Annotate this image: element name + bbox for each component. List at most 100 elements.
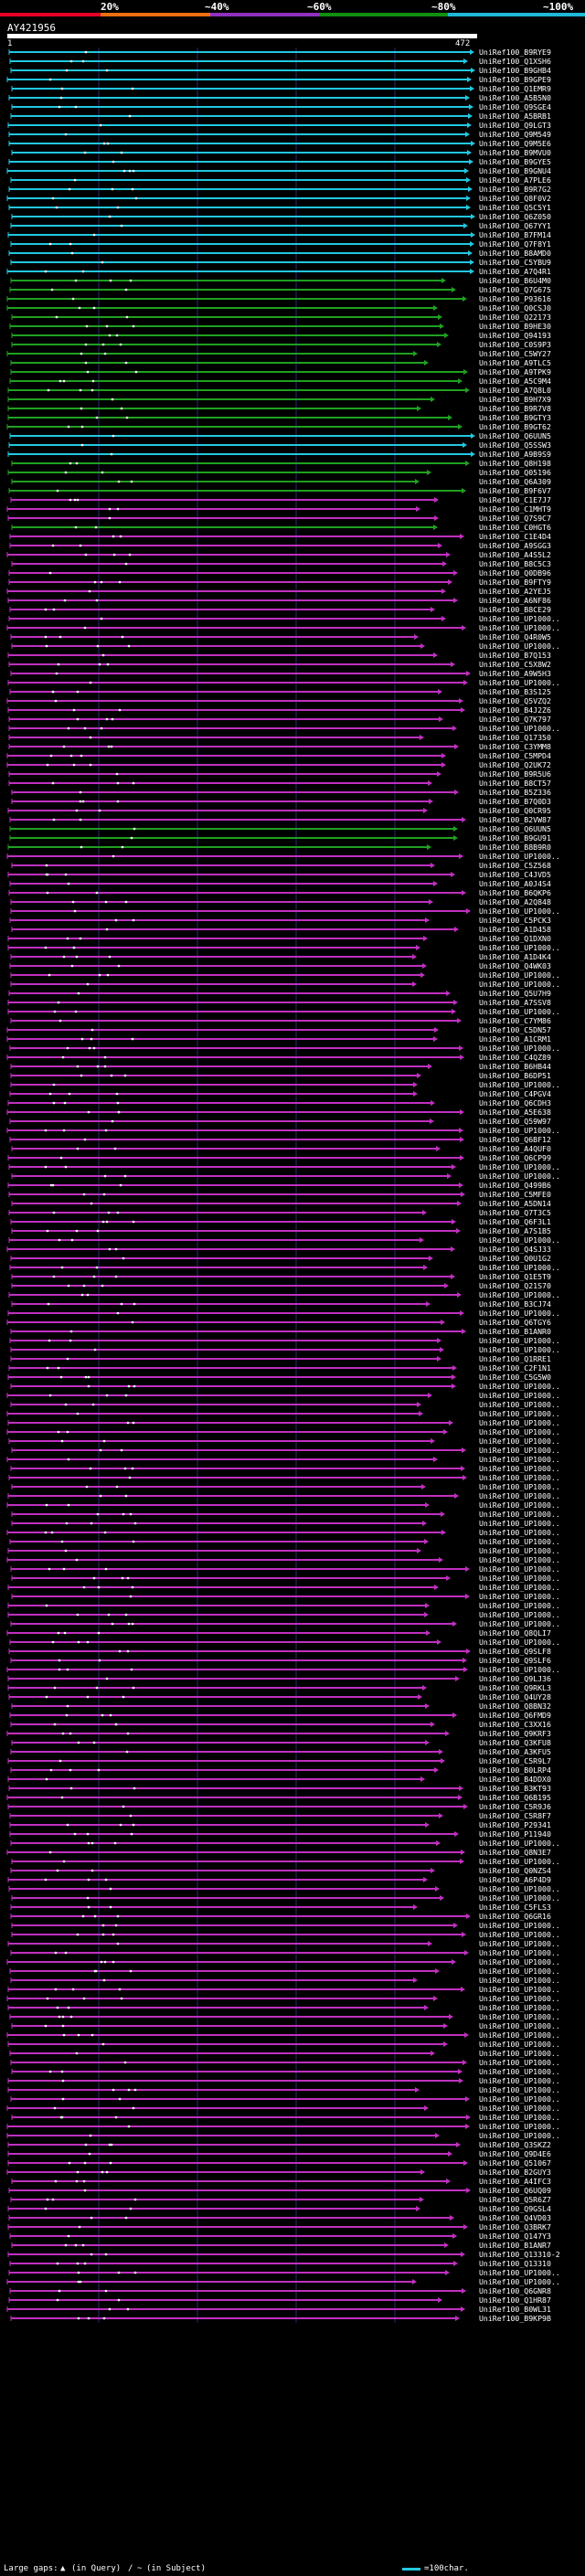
hit-label[interactable]: UniRef100_Q6UUN5 bbox=[479, 431, 551, 440]
hit-label[interactable]: UniRef100_B9GU91 bbox=[479, 833, 551, 843]
hit-label[interactable]: UniRef100_Q1EMR9 bbox=[479, 84, 551, 93]
hit-label[interactable]: UniRef100_UP1000.. bbox=[479, 2122, 560, 2131]
hit-label[interactable]: UniRef100_Q9RKL3 bbox=[479, 1683, 551, 1692]
hit-label[interactable]: UniRef100_B2GUY3 bbox=[479, 2168, 551, 2177]
hit-label[interactable]: UniRef100_P93616 bbox=[479, 294, 551, 303]
hit-label[interactable]: UniRef100_Q6F3L1 bbox=[479, 1217, 551, 1226]
hit-label[interactable]: UniRef100_B9GNU4 bbox=[479, 166, 551, 175]
hit-label[interactable]: UniRef100_B7Q0D3 bbox=[479, 797, 551, 806]
hit-label[interactable]: UniRef100_B0WL31 bbox=[479, 2305, 551, 2314]
hit-label[interactable]: UniRef100_B9RYE9 bbox=[479, 48, 551, 57]
hit-label[interactable]: UniRef100_B7FM14 bbox=[479, 230, 551, 239]
hit-label[interactable]: UniRef100_A7Q4R1 bbox=[479, 267, 551, 276]
hit-label[interactable]: UniRef100_C1MHT9 bbox=[479, 504, 551, 514]
hit-label[interactable]: UniRef100_A9SGG3 bbox=[479, 541, 551, 550]
hit-label[interactable]: UniRef100_Q8H198 bbox=[479, 459, 551, 468]
hit-label[interactable]: UniRef100_Q5U7H9 bbox=[479, 989, 551, 998]
hit-label[interactable]: UniRef100_Q6UQ09 bbox=[479, 2186, 551, 2195]
hit-label[interactable]: UniRef100_UP1000.. bbox=[479, 1345, 560, 1354]
hit-label[interactable]: UniRef100_P11940 bbox=[479, 1829, 551, 1839]
hit-label[interactable]: UniRef100_Q7K797 bbox=[479, 715, 551, 724]
hit-label[interactable]: UniRef100_Q9SLF8 bbox=[479, 1647, 551, 1656]
hit-label[interactable]: UniRef100_A0J4S4 bbox=[479, 879, 551, 888]
hit-label[interactable]: UniRef100_B4DDX0 bbox=[479, 1775, 551, 1784]
hit-label[interactable]: UniRef100_B6U4M0 bbox=[479, 276, 551, 285]
hit-label[interactable]: UniRef100_UP1000.. bbox=[479, 1519, 560, 1528]
hit-label[interactable]: UniRef100_Q3SKZ2 bbox=[479, 2140, 551, 2149]
hit-label[interactable]: UniRef100_Q6A309 bbox=[479, 477, 551, 486]
hit-label[interactable]: UniRef100_UP1000.. bbox=[479, 1510, 560, 1519]
hit-label[interactable]: UniRef100_UP1000.. bbox=[479, 1976, 560, 1985]
hit-label[interactable]: UniRef100_B3CJ74 bbox=[479, 1299, 551, 1309]
hit-label[interactable]: UniRef100_UP1000.. bbox=[479, 1619, 560, 1628]
hit-label[interactable]: UniRef100_B6HB44 bbox=[479, 1062, 551, 1071]
hit-label[interactable]: UniRef100_UP1000.. bbox=[479, 1446, 560, 1455]
hit-label[interactable]: UniRef100_C4PGV4 bbox=[479, 1089, 551, 1098]
hit-label[interactable]: UniRef100_Q0CSJ0 bbox=[479, 303, 551, 313]
hit-label[interactable]: UniRef100_UP1000.. bbox=[479, 1893, 560, 1903]
hit-label[interactable]: UniRef100_Q4SJ33 bbox=[479, 1245, 551, 1254]
hit-label[interactable]: UniRef100_A5DN14 bbox=[479, 1199, 551, 1208]
hit-label[interactable]: UniRef100_B6QKP6 bbox=[479, 888, 551, 897]
hit-label[interactable]: UniRef100_UP1000.. bbox=[479, 1391, 560, 1400]
hit-label[interactable]: UniRef100_Q22173 bbox=[479, 313, 551, 322]
hit-label[interactable]: UniRef100_UP1000.. bbox=[479, 1638, 560, 1647]
hit-label[interactable]: UniRef100_Q6CP99 bbox=[479, 1153, 551, 1162]
hit-label[interactable]: UniRef100_Q6B195 bbox=[479, 1793, 551, 1802]
hit-label[interactable]: UniRef100_UP1000.. bbox=[479, 1080, 560, 1089]
hit-label[interactable]: UniRef100_B8CT57 bbox=[479, 779, 551, 788]
hit-label[interactable]: UniRef100_Q9D4E6 bbox=[479, 2149, 551, 2158]
hit-label[interactable]: UniRef100_A9TLC5 bbox=[479, 358, 551, 367]
hit-label[interactable]: UniRef100_Q6Z050 bbox=[479, 212, 551, 221]
hit-label[interactable]: UniRef100_B1ANR7 bbox=[479, 2241, 551, 2250]
hit-label[interactable]: UniRef100_UP1000.. bbox=[479, 2277, 560, 2286]
hit-label[interactable]: UniRef100_UP1000.. bbox=[479, 641, 560, 651]
hit-label[interactable]: UniRef100_C5X8W2 bbox=[479, 660, 551, 669]
hit-label[interactable]: UniRef100_C0HGT6 bbox=[479, 523, 551, 532]
hit-label[interactable]: UniRef100_A6P4D9 bbox=[479, 1875, 551, 1884]
hit-label[interactable]: UniRef100_Q6FMD9 bbox=[479, 1711, 551, 1720]
hit-label[interactable]: UniRef100_Q9SGE4 bbox=[479, 102, 551, 111]
hit-label[interactable]: UniRef100_UP1000.. bbox=[479, 1948, 560, 1957]
hit-label[interactable]: UniRef100_UP1000.. bbox=[479, 1857, 560, 1866]
hit-label[interactable]: UniRef100_C5MFE0 bbox=[479, 1190, 551, 1199]
hit-label[interactable]: UniRef100_C5G5W0 bbox=[479, 1373, 551, 1382]
hit-label[interactable]: UniRef100_UP1000.. bbox=[479, 1583, 560, 1592]
hit-label[interactable]: UniRef100_UP1000.. bbox=[479, 852, 560, 861]
hit-label[interactable]: UniRef100_Q8N3E7 bbox=[479, 1848, 551, 1857]
hit-label[interactable]: UniRef100_C5PCK3 bbox=[479, 916, 551, 925]
hit-label[interactable]: UniRef100_B9GT62 bbox=[479, 422, 551, 431]
hit-label[interactable]: UniRef100_B8AMD0 bbox=[479, 249, 551, 258]
hit-label[interactable]: UniRef100_UP1000.. bbox=[479, 1044, 560, 1053]
hit-label[interactable]: UniRef100_UP1000.. bbox=[479, 980, 560, 989]
hit-label[interactable]: UniRef100_C7YM86 bbox=[479, 1016, 551, 1025]
hit-label[interactable]: UniRef100_C2F1N1 bbox=[479, 1363, 551, 1373]
hit-label[interactable]: UniRef100_UP1000.. bbox=[479, 2067, 560, 2076]
hit-label[interactable]: UniRef100_Q3KFU8 bbox=[479, 1738, 551, 1747]
hit-label[interactable]: UniRef100_B9HE30 bbox=[479, 322, 551, 331]
hit-label[interactable]: UniRef100_B5Z336 bbox=[479, 788, 551, 797]
hit-label[interactable]: UniRef100_UP1000.. bbox=[479, 1555, 560, 1564]
hit-label[interactable]: UniRef100_UP1000.. bbox=[479, 1957, 560, 1966]
hit-label[interactable]: UniRef100_UP1000.. bbox=[479, 1126, 560, 1135]
hit-label[interactable]: UniRef100_UP1000.. bbox=[479, 1482, 560, 1491]
hit-label[interactable]: UniRef100_UP1000.. bbox=[479, 2076, 560, 2085]
hit-label[interactable]: UniRef100_Q67YY1 bbox=[479, 221, 551, 230]
hit-label[interactable]: UniRef100_UP1000.. bbox=[479, 2131, 560, 2140]
hit-label[interactable]: UniRef100_A1D4K4 bbox=[479, 952, 551, 961]
hit-label[interactable]: UniRef100_B9R5U6 bbox=[479, 769, 551, 779]
hit-label[interactable]: UniRef100_UP1000.. bbox=[479, 906, 560, 916]
hit-label[interactable]: UniRef100_B1ANR0 bbox=[479, 1327, 551, 1336]
hit-label[interactable]: UniRef100_Q59W97 bbox=[479, 1117, 551, 1126]
hit-label[interactable]: UniRef100_A5BRB1 bbox=[479, 111, 551, 121]
hit-label[interactable]: UniRef100_A7S1B5 bbox=[479, 1226, 551, 1235]
hit-label[interactable]: UniRef100_Q9KRF3 bbox=[479, 1729, 551, 1738]
hit-label[interactable]: UniRef100_UP1000.. bbox=[479, 2030, 560, 2040]
hit-label[interactable]: UniRef100_C5WY27 bbox=[479, 349, 551, 358]
hit-label[interactable]: UniRef100_UP1000.. bbox=[479, 678, 560, 687]
hit-label[interactable]: UniRef100_UP1000.. bbox=[479, 1610, 560, 1619]
hit-label[interactable]: UniRef100_Q9GSL4 bbox=[479, 2204, 551, 2213]
hit-label[interactable]: UniRef100_Q9M549 bbox=[479, 130, 551, 139]
hit-label[interactable]: UniRef100_UP1000.. bbox=[479, 1400, 560, 1409]
hit-label[interactable]: UniRef100_A7Q8L0 bbox=[479, 386, 551, 395]
